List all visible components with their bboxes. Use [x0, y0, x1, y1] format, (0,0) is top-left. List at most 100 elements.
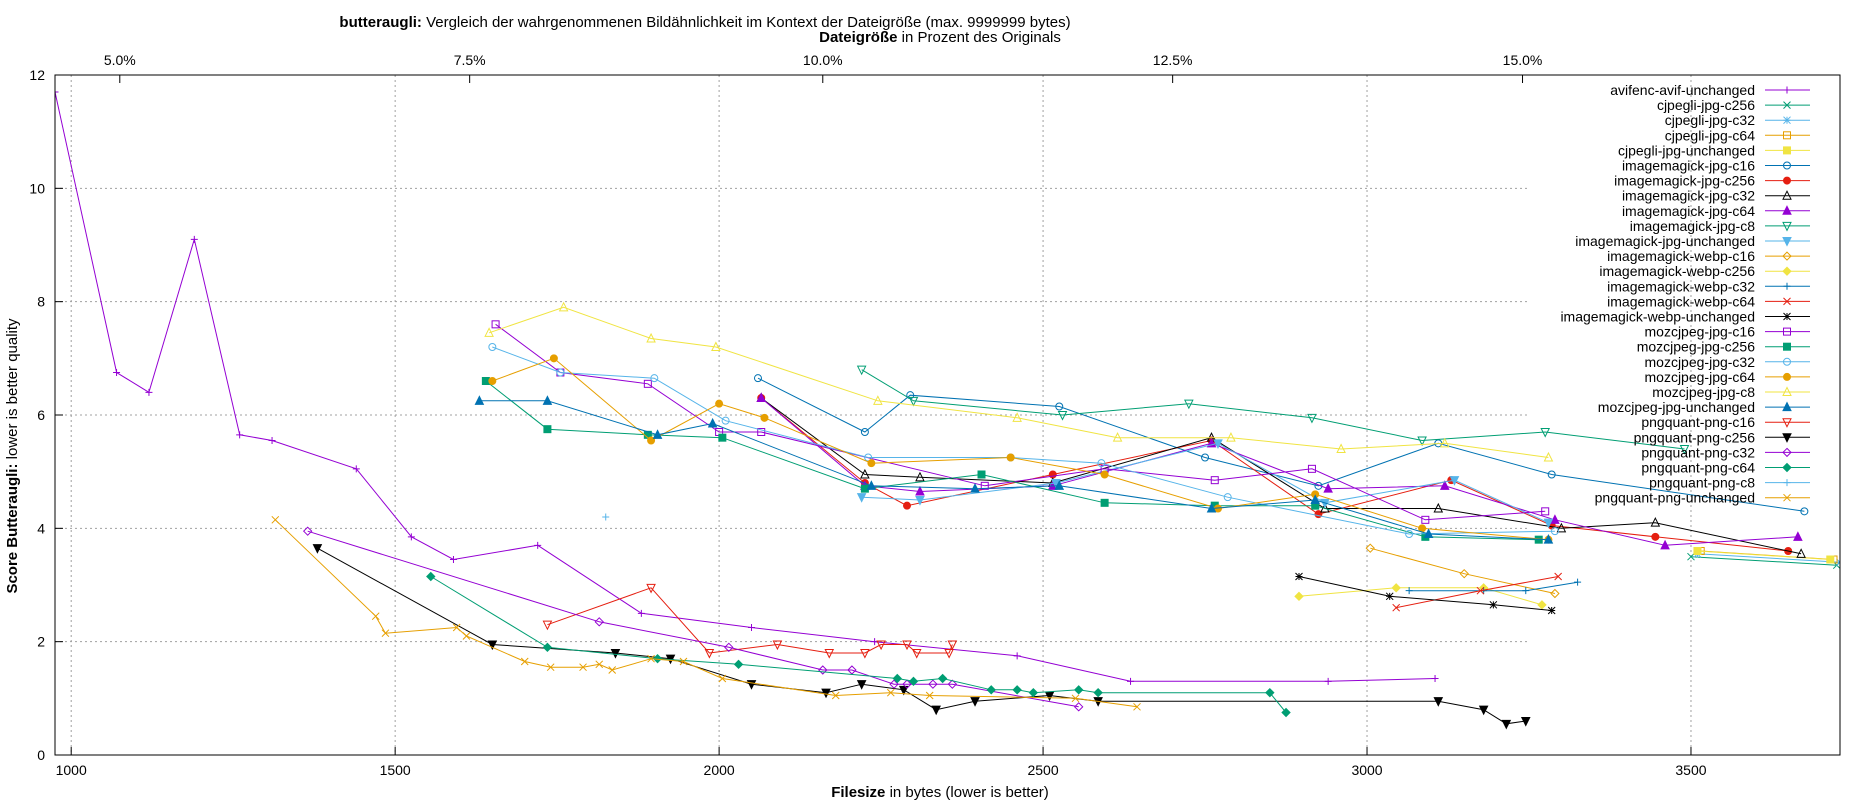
data-point: [1013, 652, 1021, 660]
data-point: [980, 481, 989, 490]
series-pngquant-png-c256: [312, 544, 1531, 730]
data-point: [824, 649, 835, 659]
legend-label: avifenc-avif-unchanged: [1610, 82, 1755, 98]
legend-marker: [1783, 116, 1791, 125]
data-point: [1223, 493, 1232, 502]
series-line: [1370, 547, 1556, 594]
data-point: [1423, 528, 1434, 538]
x2-tick-label: 10.0%: [803, 52, 843, 68]
data-point: [1650, 517, 1661, 527]
data-point: [1012, 685, 1022, 695]
data-point: [860, 649, 870, 659]
x-axis-label: Filesize in bytes (lower is better): [831, 784, 1049, 800]
series-imagemagick-jpg-unchanged: [856, 439, 1554, 529]
legend-marker: [1782, 251, 1792, 261]
legend-marker: [1783, 161, 1791, 170]
data-point: [866, 480, 877, 490]
data-point: [1550, 588, 1560, 599]
data-point: [1323, 483, 1333, 493]
legend-marker: [1783, 493, 1791, 502]
series-line: [1298, 576, 1552, 611]
data-point: [1556, 522, 1567, 533]
data-point: [831, 691, 840, 700]
data-point: [652, 653, 663, 664]
legend-label: imagemagick-jpg-c16: [1622, 158, 1755, 174]
data-point: [268, 437, 276, 444]
legend-marker: [1783, 312, 1791, 321]
top-axis-label: Dateigröße in Prozent des Originals: [819, 29, 1061, 46]
data-point: [1295, 572, 1303, 581]
series-imagemagick-jpg-c64: [756, 392, 1803, 550]
series-pngquant-png-c16: [542, 583, 958, 659]
data-point: [481, 377, 490, 385]
data-point: [856, 493, 867, 503]
data-point: [1055, 402, 1064, 411]
data-point: [908, 676, 919, 687]
series-line: [1409, 581, 1578, 592]
x-tick-label: 2500: [1027, 762, 1058, 778]
series-imagemagick-webp-unchanged: [1295, 572, 1556, 615]
data-point: [707, 417, 718, 428]
data-point: [711, 341, 721, 351]
data-point: [1184, 399, 1194, 410]
series-imagemagick-webp-c16: [1365, 543, 1560, 599]
data-point: [579, 663, 587, 672]
series-pngquant-png-c64: [426, 571, 1291, 718]
data-point: [1476, 586, 1485, 595]
series-imagemagick-webp-c32: [1405, 578, 1582, 595]
data-point: [556, 368, 565, 377]
data-point: [1405, 587, 1413, 595]
legend-label: pngquant-png-c32: [1641, 444, 1755, 460]
legend-marker: [1782, 447, 1792, 458]
data-point: [543, 425, 552, 434]
x2-tick-label: 7.5%: [454, 52, 486, 68]
series-line: [1298, 587, 1543, 606]
data-point: [679, 657, 688, 666]
data-point: [947, 679, 958, 689]
series-line: [861, 369, 1685, 450]
data-point: [1294, 591, 1304, 602]
x-tick-label: 1000: [56, 762, 87, 778]
data-point: [886, 688, 895, 697]
series-imagemagick-jpg-c8: [856, 365, 1690, 455]
legend-label: cjpegli-jpg-c32: [1665, 112, 1755, 128]
series-pngquant-png-unchanged: [271, 515, 1141, 711]
legend-marker: [1782, 401, 1792, 412]
data-point: [558, 301, 569, 312]
data-point: [1213, 439, 1223, 449]
legend-marker: [1782, 433, 1792, 443]
data-point: [1431, 675, 1439, 682]
data-point: [1501, 719, 1512, 730]
data-point: [860, 468, 870, 479]
legend-label: cjpegli-jpg-unchanged: [1618, 142, 1755, 158]
series-pngquant-png-c32: [302, 526, 1084, 712]
data-point: [1028, 687, 1039, 698]
data-point: [647, 654, 655, 663]
data-point: [650, 374, 659, 383]
data-point: [546, 663, 555, 672]
legend-label: mozcjpeg-jpg-c8: [1652, 384, 1755, 400]
data-point: [902, 640, 912, 651]
data-point: [903, 501, 912, 510]
series-pngquant-png-c8: [602, 513, 610, 521]
data-point: [1057, 411, 1068, 421]
data-point: [602, 513, 610, 521]
data-point: [302, 526, 313, 536]
data-point: [1324, 677, 1332, 685]
data-point: [646, 332, 656, 343]
series-line: [488, 306, 1549, 458]
series-mozcjpeg-jpg-c8: [484, 301, 1554, 462]
x-tick-label: 3500: [1675, 762, 1706, 778]
data-point: [724, 642, 734, 653]
data-point: [1210, 476, 1219, 485]
legend-marker: [1783, 357, 1791, 366]
series-line: [1697, 550, 1831, 560]
data-point: [1006, 453, 1015, 462]
legend-label: pngquant-png-c256: [1634, 429, 1756, 445]
y-tick-label: 8: [37, 294, 45, 310]
data-point: [1112, 432, 1123, 442]
y-tick-label: 12: [29, 67, 45, 83]
data-point: [487, 640, 498, 651]
data-point: [352, 465, 360, 473]
x-tick-label: 3000: [1351, 762, 1382, 778]
